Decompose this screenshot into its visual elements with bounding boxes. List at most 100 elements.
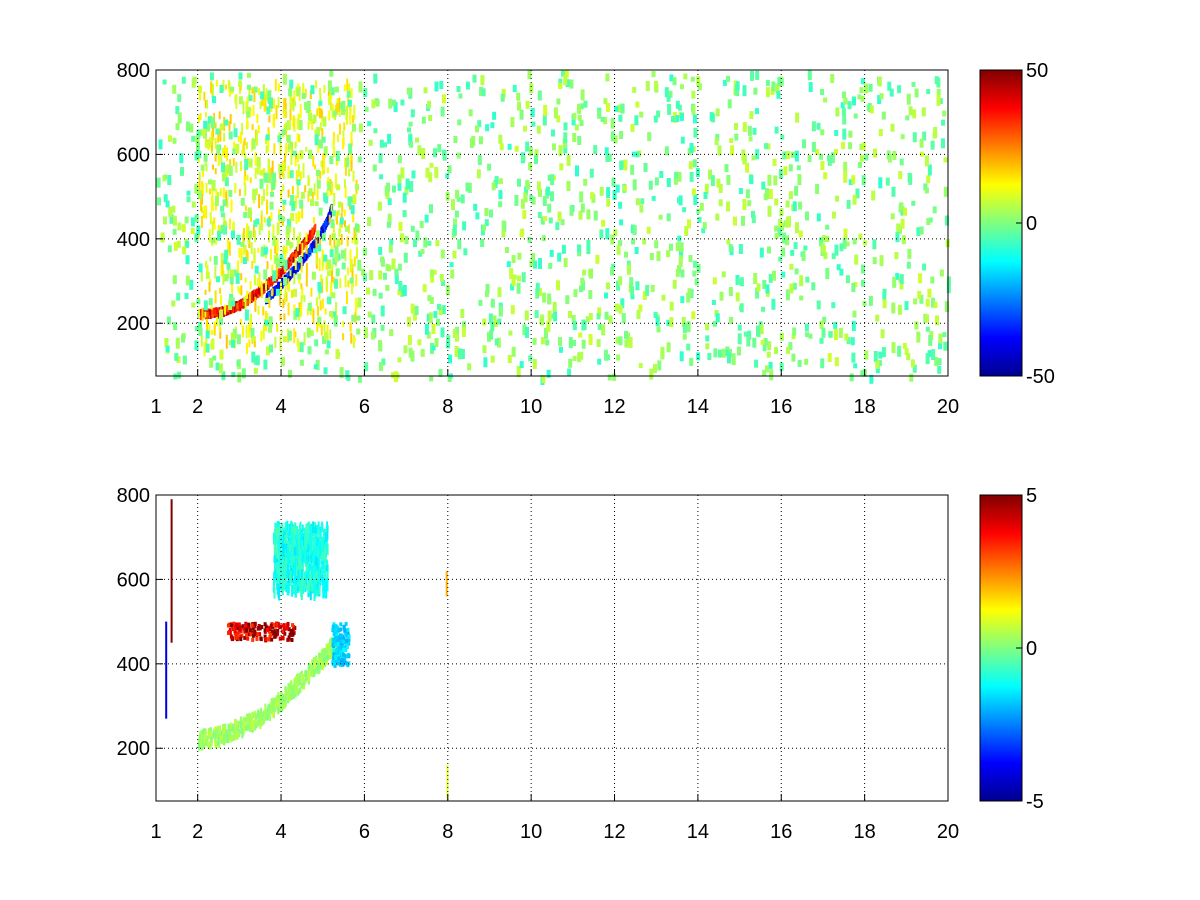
bottom-patch-cell <box>233 629 237 634</box>
top-noise-cell <box>317 244 322 252</box>
top-noise-cell <box>946 276 951 286</box>
bottom-cloud-cell <box>313 586 316 601</box>
bottom-cloud-cell <box>316 540 318 552</box>
top-noise-cell <box>639 204 644 213</box>
top-noise-cell <box>197 190 202 200</box>
top-cloud-cell <box>307 175 310 187</box>
top-cloud-cell <box>244 244 247 251</box>
top-noise-cell <box>250 328 255 338</box>
top-noise-cell <box>801 250 806 261</box>
top-cloud-cell <box>260 215 263 227</box>
top-cloud-cell <box>344 275 347 288</box>
top-noise-cell <box>783 220 788 228</box>
top-cloud-cell <box>319 300 322 311</box>
top-cloud-cell <box>294 157 297 167</box>
top-noise-cell <box>177 222 182 231</box>
top-cloud-cell <box>206 318 208 332</box>
top-cloud-cell <box>349 249 352 264</box>
bottom-patch-cell <box>341 652 345 657</box>
top-noise-cell <box>718 184 723 193</box>
top-noise-cell <box>191 302 196 308</box>
bottom-ridge-cell <box>294 686 297 693</box>
top-cloud-cell <box>220 295 222 305</box>
top-noise-cell <box>546 321 551 333</box>
top-noise-cell <box>268 316 273 328</box>
bottom-cloud-cell <box>276 562 279 574</box>
top-cloud-cell <box>292 102 295 112</box>
top-noise-cell <box>902 342 907 349</box>
top-noise-cell <box>926 175 931 184</box>
top-cloud-cell <box>270 248 272 260</box>
top-cloud-cell <box>201 181 204 195</box>
bottom-ridge-cell <box>279 702 282 709</box>
top-noise-cell <box>624 339 629 348</box>
top-noise-cell <box>835 195 840 202</box>
top-noise-cell <box>911 200 916 206</box>
bottom-ridge-cell <box>232 735 235 741</box>
bottom-cloud-cell <box>321 552 323 561</box>
bottom-cloud-cell <box>322 586 325 599</box>
top-ridge-cell <box>281 278 284 285</box>
top-noise-cell <box>755 108 759 115</box>
top-noise-cell <box>407 316 411 327</box>
top-noise-cell <box>697 216 702 223</box>
bottom-cloud-cell <box>280 526 283 537</box>
top-noise-cell <box>820 161 825 170</box>
top-noise-cell <box>656 251 661 262</box>
bottom-ridge-cell <box>215 728 218 735</box>
top-ridge-cell <box>256 288 259 295</box>
top-noise-cell <box>790 249 795 256</box>
bottom-cloud-cell <box>324 564 327 572</box>
top-cloud-cell <box>320 324 323 336</box>
top-cloud-cell <box>228 241 231 256</box>
top-noise-cell <box>490 122 495 129</box>
top-noise-cell <box>877 76 882 87</box>
top-noise-cell <box>485 283 490 294</box>
bottom-patch-cell <box>234 625 237 630</box>
top-noise-cell <box>704 183 709 194</box>
top-noise-cell <box>335 268 340 277</box>
top-noise-cell <box>853 113 858 119</box>
top-cloud-cell <box>290 159 293 165</box>
bottom-colorbar-tick-label: -5 <box>1026 791 1044 813</box>
top-noise-cell <box>391 372 396 379</box>
bottom-ridge-cell <box>199 731 202 738</box>
bottom-x-tick-label: 18 <box>854 821 876 843</box>
bottom-ridge-cell <box>310 670 313 677</box>
top-ridge-cell <box>253 289 256 296</box>
top-noise-cell <box>441 280 445 286</box>
top-noise-cell <box>853 282 858 288</box>
top-noise-cell <box>367 217 372 226</box>
top-noise-cell <box>316 179 321 189</box>
top-noise-cell <box>891 342 896 354</box>
top-noise-cell <box>859 87 864 94</box>
bottom-cloud-cell <box>314 527 317 534</box>
top-noise-cell <box>455 333 459 342</box>
top-cloud-cell <box>296 236 299 252</box>
top-noise-cell <box>820 243 825 252</box>
bottom-cloud-cell <box>325 565 328 572</box>
top-noise-cell <box>235 143 240 154</box>
top-cloud-cell <box>291 186 294 194</box>
top-cloud-cell <box>209 256 212 262</box>
top-noise-cell <box>816 122 821 130</box>
top-noise-cell <box>684 226 689 236</box>
top-cloud-cell <box>333 147 336 157</box>
top-noise-cell <box>857 162 862 168</box>
top-ridge-cell <box>199 314 202 321</box>
top-noise-cell <box>479 136 483 145</box>
top-noise-cell <box>420 249 425 254</box>
bottom-cloud-cell <box>291 530 294 543</box>
top-cloud-cell <box>328 96 331 106</box>
top-cloud-cell <box>243 176 246 186</box>
bottom-patch-cell <box>343 628 347 633</box>
top-noise-cell <box>737 279 742 285</box>
top-noise-cell <box>783 166 788 176</box>
top-noise-cell <box>322 116 327 127</box>
top-cloud-cell <box>267 138 270 152</box>
top-noise-cell <box>378 246 383 255</box>
bottom-ridge-cell <box>250 726 253 732</box>
top-noise-cell <box>714 138 719 146</box>
top-noise-cell <box>941 119 946 126</box>
top-cloud-cell <box>228 121 231 132</box>
